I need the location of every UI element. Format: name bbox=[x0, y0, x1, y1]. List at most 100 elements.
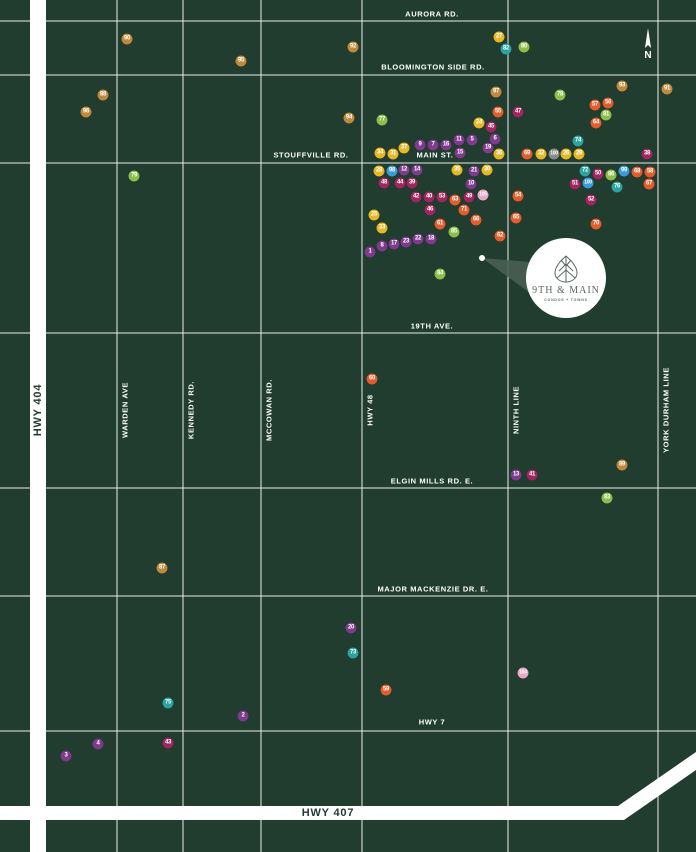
map-pin-36[interactable]: 36 bbox=[493, 148, 505, 160]
map-pin-75[interactable]: 75 bbox=[162, 697, 174, 709]
map-pin-53[interactable]: 53 bbox=[436, 191, 448, 203]
map-pin-13[interactable]: 13 bbox=[510, 469, 522, 481]
map-pin-88[interactable]: 88 bbox=[97, 89, 109, 101]
map-pin-33[interactable]: 33 bbox=[376, 222, 388, 234]
map-pin-77[interactable]: 77 bbox=[376, 114, 388, 126]
map-pin-28[interactable]: 28 bbox=[373, 165, 385, 177]
map-pin-27[interactable]: 27 bbox=[493, 31, 505, 43]
map-pin-32[interactable]: 32 bbox=[535, 148, 547, 160]
map-pin-90[interactable]: 90 bbox=[121, 33, 133, 45]
map-pin-66[interactable]: 66 bbox=[470, 214, 482, 226]
map-pin-87[interactable]: 87 bbox=[156, 562, 168, 574]
map-pin-73[interactable]: 73 bbox=[347, 647, 359, 659]
map-pin-56[interactable]: 56 bbox=[602, 97, 614, 109]
map-pin-76[interactable]: 76 bbox=[611, 181, 623, 193]
map-pin-95[interactable]: 95 bbox=[235, 55, 247, 67]
map-pin-67[interactable]: 67 bbox=[643, 178, 655, 190]
map-pin-38[interactable]: 38 bbox=[641, 148, 653, 160]
map-pin-74[interactable]: 74 bbox=[572, 135, 584, 147]
map-pin-62[interactable]: 62 bbox=[494, 230, 506, 242]
map-pin-99[interactable]: 99 bbox=[618, 165, 630, 177]
map-pin-4[interactable]: 4 bbox=[92, 738, 104, 750]
map-pin-31[interactable]: 31 bbox=[387, 148, 399, 160]
site-callout[interactable]: 9TH & MAIN CONDOS + TOWNS bbox=[526, 238, 606, 318]
map-pin-5[interactable]: 5 bbox=[466, 134, 478, 146]
map-pin-91[interactable]: 91 bbox=[661, 83, 673, 95]
map-pin-82[interactable]: 82 bbox=[500, 43, 512, 55]
map-pin-9[interactable]: 9 bbox=[414, 139, 426, 151]
map-pin-49[interactable]: 49 bbox=[463, 191, 475, 203]
map-pin-89[interactable]: 89 bbox=[616, 459, 628, 471]
map-pin-47[interactable]: 47 bbox=[512, 106, 524, 118]
map-pin-51[interactable]: 51 bbox=[569, 178, 581, 190]
map-pin-1[interactable]: 1 bbox=[364, 246, 376, 258]
map-pin-104[interactable]: 104 bbox=[517, 667, 529, 679]
map-pin-24[interactable]: 24 bbox=[473, 117, 485, 129]
map-pin-65[interactable]: 65 bbox=[510, 212, 522, 224]
map-pin-8[interactable]: 8 bbox=[376, 240, 388, 252]
map-pin-85[interactable]: 85 bbox=[448, 226, 460, 238]
map-pin-57[interactable]: 57 bbox=[589, 99, 601, 111]
map-pin-20[interactable]: 20 bbox=[345, 622, 357, 634]
map-pin-12[interactable]: 12 bbox=[398, 164, 410, 176]
map-pin-96[interactable]: 96 bbox=[80, 106, 92, 118]
map-pin-23[interactable]: 23 bbox=[400, 236, 412, 248]
map-pin-17[interactable]: 17 bbox=[388, 238, 400, 250]
map-pin-15[interactable]: 15 bbox=[454, 147, 466, 159]
map-pin-81[interactable]: 81 bbox=[600, 109, 612, 121]
map-pin-30[interactable]: 30 bbox=[481, 164, 493, 176]
map-pin-92[interactable]: 92 bbox=[347, 41, 359, 53]
map-pin-105[interactable]: 105 bbox=[477, 189, 489, 201]
map-pin-69[interactable]: 69 bbox=[521, 148, 533, 160]
map-pin-22[interactable]: 22 bbox=[412, 233, 424, 245]
map-pin-26[interactable]: 26 bbox=[560, 148, 572, 160]
map-pin-39[interactable]: 39 bbox=[406, 177, 418, 189]
map-pin-3[interactable]: 3 bbox=[60, 750, 72, 762]
map-pin-19[interactable]: 19 bbox=[482, 142, 494, 154]
map-pin-2[interactable]: 2 bbox=[237, 710, 249, 722]
map-pin-94[interactable]: 94 bbox=[343, 112, 355, 124]
map-pin-37[interactable]: 37 bbox=[398, 142, 410, 154]
map-pin-61[interactable]: 61 bbox=[434, 218, 446, 230]
map-pin-16[interactable]: 16 bbox=[440, 139, 452, 151]
map-pin-86[interactable]: 86 bbox=[605, 169, 617, 181]
map-pin-42[interactable]: 42 bbox=[410, 191, 422, 203]
map-pin-11[interactable]: 11 bbox=[453, 134, 465, 146]
map-pin-46[interactable]: 46 bbox=[424, 204, 436, 216]
map-pin-68[interactable]: 68 bbox=[631, 166, 643, 178]
map-pin-97[interactable]: 97 bbox=[490, 86, 502, 98]
map-pin-54[interactable]: 54 bbox=[512, 190, 524, 202]
map-pin-21[interactable]: 21 bbox=[468, 165, 480, 177]
map-pin-45[interactable]: 45 bbox=[485, 121, 497, 133]
map-pin-98[interactable]: 98 bbox=[386, 165, 398, 177]
map-pin-14[interactable]: 14 bbox=[411, 164, 423, 176]
site-location-marker[interactable] bbox=[479, 255, 485, 261]
map-pin-40[interactable]: 40 bbox=[423, 191, 435, 203]
map-pin-93[interactable]: 93 bbox=[616, 80, 628, 92]
map-pin-100[interactable]: 100 bbox=[548, 148, 560, 160]
map-pin-43[interactable]: 43 bbox=[162, 737, 174, 749]
map-pin-70[interactable]: 70 bbox=[590, 218, 602, 230]
map-pin-7[interactable]: 7 bbox=[427, 139, 439, 151]
map-pin-29[interactable]: 29 bbox=[573, 148, 585, 160]
map-pin-84[interactable]: 84 bbox=[434, 268, 446, 280]
map-pin-50[interactable]: 50 bbox=[592, 168, 604, 180]
map-pin-71[interactable]: 71 bbox=[458, 204, 470, 216]
map-pin-35[interactable]: 35 bbox=[451, 164, 463, 176]
map-pin-41[interactable]: 41 bbox=[526, 469, 538, 481]
map-pin-48[interactable]: 48 bbox=[378, 177, 390, 189]
map-pin-59[interactable]: 59 bbox=[380, 684, 392, 696]
map-pin-25[interactable]: 25 bbox=[368, 209, 380, 221]
map-pin-83[interactable]: 83 bbox=[601, 492, 613, 504]
map-pin-79[interactable]: 79 bbox=[128, 170, 140, 182]
map-pin-78[interactable]: 78 bbox=[554, 89, 566, 101]
map-pin-34[interactable]: 34 bbox=[374, 147, 386, 159]
map-pin-60[interactable]: 60 bbox=[366, 373, 378, 385]
map-pin-44[interactable]: 44 bbox=[394, 177, 406, 189]
map-pin-58[interactable]: 58 bbox=[644, 166, 656, 178]
map-pin-100[interactable]: 100 bbox=[582, 177, 594, 189]
map-pin-10[interactable]: 10 bbox=[465, 178, 477, 190]
map-pin-18[interactable]: 18 bbox=[425, 233, 437, 245]
map-pin-72[interactable]: 72 bbox=[579, 165, 591, 177]
map-pin-6[interactable]: 6 bbox=[489, 133, 501, 145]
